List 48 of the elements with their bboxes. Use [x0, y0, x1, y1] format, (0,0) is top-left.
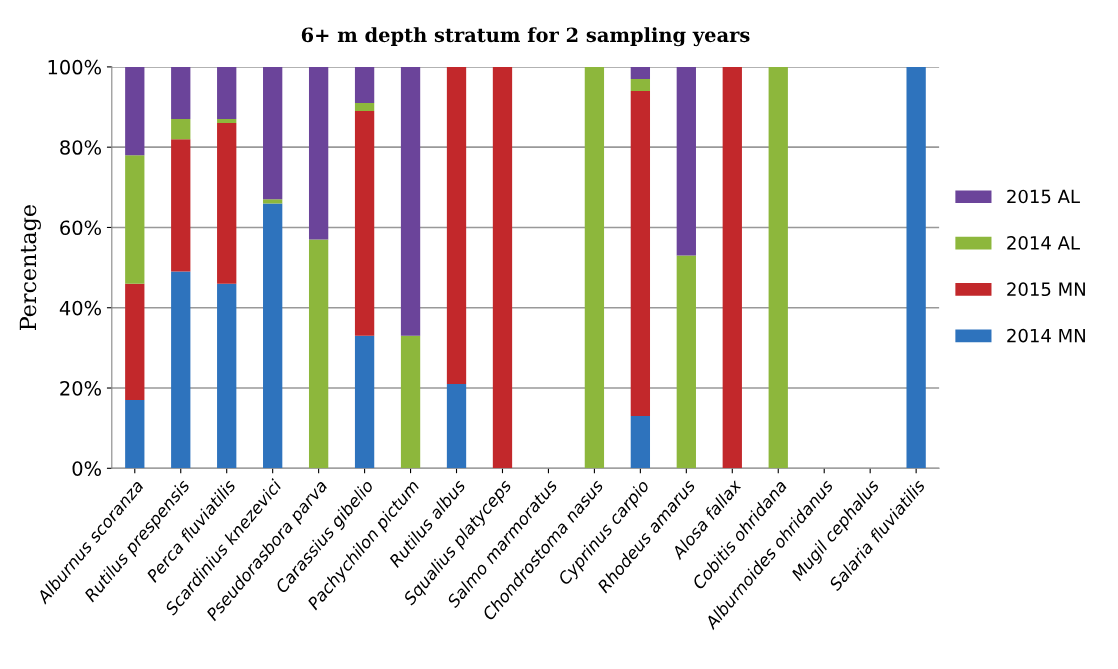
y-tick-label: 100%	[48, 59, 101, 75]
bar	[400, 335, 421, 469]
bar	[446, 384, 467, 469]
bar	[492, 66, 513, 469]
bar	[217, 123, 237, 284]
bar	[354, 111, 375, 336]
legend-label: 2015 AL	[1007, 189, 1080, 204]
bar	[676, 255, 696, 469]
bar	[217, 66, 237, 120]
legend-label: 2014 AL	[1007, 236, 1080, 250]
bar	[125, 66, 145, 156]
bar	[171, 66, 191, 120]
y-tick-label: 40%	[59, 300, 101, 316]
bar	[125, 283, 145, 401]
y-tick-label: 60%	[60, 220, 101, 236]
bar	[263, 203, 283, 469]
y-tick-label: 80%	[60, 140, 101, 155]
y-tick-label: 0%	[72, 461, 101, 476]
bar	[630, 90, 651, 417]
bar	[676, 66, 696, 256]
y-axis-title: Percentage	[19, 205, 41, 330]
bar	[400, 66, 421, 336]
bar	[125, 400, 145, 469]
bar	[768, 66, 788, 469]
bar	[906, 66, 926, 469]
legend-label: 2015 MN	[1007, 282, 1085, 297]
bar	[125, 155, 145, 284]
bar	[217, 119, 237, 124]
bar	[308, 239, 329, 469]
bar	[354, 335, 375, 469]
bar	[354, 66, 375, 104]
bar	[630, 78, 651, 91]
bar	[630, 66, 651, 79]
bar	[630, 416, 651, 469]
bar	[171, 119, 191, 140]
bar	[354, 103, 375, 112]
bar	[722, 66, 742, 469]
bar	[263, 66, 283, 200]
bar	[308, 66, 329, 240]
bar	[584, 66, 605, 469]
bar	[263, 199, 283, 204]
y-tick-label: 20%	[60, 380, 101, 396]
legend-label: 2014 MN	[1007, 328, 1085, 343]
bar	[446, 66, 467, 385]
chart-title: 6+ m depth stratum for 2 sampling years	[301, 27, 750, 47]
bar	[171, 139, 191, 272]
bar	[171, 271, 191, 469]
bar	[217, 283, 237, 469]
